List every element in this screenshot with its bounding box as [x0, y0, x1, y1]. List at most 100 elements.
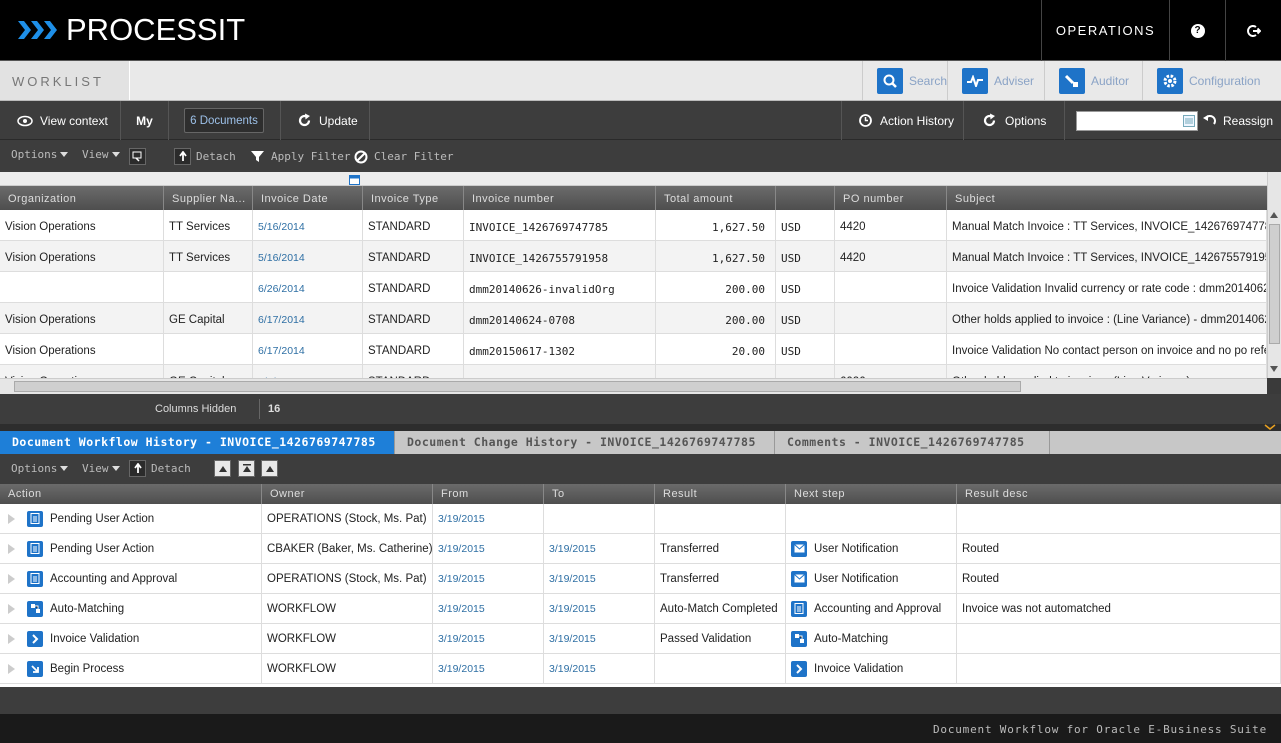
- history-cell-from: 3/19/2015: [433, 594, 544, 623]
- action-history-button[interactable]: Action History: [841, 101, 964, 140]
- detach-label: Detach: [196, 150, 236, 163]
- help-button[interactable]: ?: [1169, 0, 1225, 61]
- history-cell-desc: Routed: [957, 564, 1281, 593]
- col-header[interactable]: [776, 186, 835, 210]
- detach-button[interactable]: Detach: [174, 148, 236, 165]
- table-cell: 200.00: [656, 272, 776, 302]
- table-cell: USD: [776, 365, 835, 378]
- view-context-button[interactable]: View context: [0, 101, 121, 140]
- col-header[interactable]: Invoice number: [464, 186, 656, 210]
- col-header[interactable]: Total amount: [656, 186, 776, 210]
- col-header[interactable]: Supplier Na...: [164, 186, 253, 210]
- scroll-thumb[interactable]: [14, 381, 1021, 392]
- col-header[interactable]: Organization: [0, 186, 164, 210]
- move-top-button[interactable]: [238, 460, 260, 477]
- col-header[interactable]: From: [433, 484, 544, 504]
- expand-row-icon[interactable]: [8, 513, 15, 524]
- clear-filter-button[interactable]: Clear Filter: [352, 148, 453, 165]
- export-button[interactable]: [129, 148, 151, 165]
- scroll-thumb[interactable]: [1269, 224, 1280, 344]
- col-header[interactable]: PO number: [835, 186, 947, 210]
- col-header[interactable]: Invoice Date: [253, 186, 363, 210]
- table-cell: Other holds applied to invoice : (Line V…: [947, 303, 1267, 333]
- view-dropdown[interactable]: View: [82, 148, 120, 161]
- history-cell-from: 3/19/2015: [433, 654, 544, 683]
- history-view-dropdown[interactable]: View: [82, 462, 120, 475]
- history-row[interactable]: Pending User Action OPERATIONS (Stock, Ms…: [0, 504, 1281, 534]
- worklist-vertical-scrollbar[interactable]: [1267, 172, 1281, 378]
- search-button[interactable]: Search: [862, 61, 947, 100]
- update-button[interactable]: Update: [281, 101, 370, 140]
- expand-row-icon[interactable]: [8, 603, 15, 614]
- app-logo[interactable]: PROCESSIT: [18, 12, 245, 48]
- col-header[interactable]: Invoice Type: [363, 186, 464, 210]
- reassign-arrow-icon: [1202, 114, 1216, 128]
- table-cell: 6/26/2014: [253, 272, 363, 302]
- options-dropdown[interactable]: Options: [11, 148, 68, 161]
- expand-row-icon[interactable]: [8, 633, 15, 644]
- columns-hidden-count[interactable]: 16: [259, 399, 280, 419]
- col-header[interactable]: To: [544, 484, 655, 504]
- table-cell: INVOICE_1426755791958: [464, 241, 656, 271]
- splitter[interactable]: [0, 424, 1281, 431]
- expand-row-icon[interactable]: [8, 663, 15, 674]
- expand-row-icon[interactable]: [8, 543, 15, 554]
- table-cell: 200.00: [656, 303, 776, 333]
- col-header[interactable]: Action: [0, 484, 262, 504]
- expand-row-icon[interactable]: [8, 573, 15, 584]
- configuration-button[interactable]: Configuration: [1142, 61, 1281, 100]
- operations-menu[interactable]: OPERATIONS: [1041, 0, 1169, 61]
- table-row[interactable]: Vision Operations GE Capital 6/17/2014 STAN…: [0, 303, 1267, 334]
- logout-button[interactable]: [1225, 0, 1281, 61]
- scroll-down-icon[interactable]: [1270, 366, 1278, 372]
- expand-button[interactable]: [261, 460, 283, 477]
- col-header[interactable]: Subject: [955, 193, 996, 205]
- table-row[interactable]: 6/26/2014 STANDARD dmm20140626-invalidOrg 2…: [0, 272, 1267, 303]
- move-up-button[interactable]: [214, 460, 236, 477]
- tab-comments[interactable]: Comments - INVOICE_1426769747785: [775, 431, 1050, 454]
- apply-filter-button[interactable]: Apply Filter: [249, 148, 350, 165]
- history-cell-result: Transferred: [655, 534, 786, 563]
- history-cell-desc: [957, 654, 1281, 683]
- col-header[interactable]: Result desc: [965, 488, 1028, 500]
- history-row[interactable]: Accounting and Approval OPERATIONS (Stock…: [0, 564, 1281, 594]
- collapse-chevron-icon[interactable]: [1263, 424, 1277, 431]
- history-options-dropdown[interactable]: Options: [11, 462, 68, 475]
- tab-workflow-history[interactable]: Document Workflow History - INVOICE_1426…: [0, 431, 395, 454]
- history-row[interactable]: Invoice Validation WORKFLOW 3/19/2015 3/19/…: [0, 624, 1281, 654]
- tab-change-history[interactable]: Document Change History - INVOICE_142676…: [395, 431, 775, 454]
- detach-up-icon: [129, 460, 146, 477]
- history-detach-button[interactable]: Detach: [129, 460, 191, 477]
- table-row[interactable]: Vision Operations TT Services 5/16/2014 STA…: [0, 241, 1267, 272]
- history-result-text: Transferred: [660, 572, 720, 585]
- filter-bar: Options View Detach Apply Filter Clear F…: [0, 140, 1281, 172]
- table-cell: [835, 272, 947, 302]
- auditor-button[interactable]: Auditor: [1044, 61, 1142, 100]
- configuration-label: Configuration: [1189, 73, 1261, 88]
- table-row[interactable]: Vision Operations TT Services 5/16/2014 STA…: [0, 210, 1267, 241]
- history-row[interactable]: Begin Process WORKFLOW 3/19/2015 3/19/2015 I…: [0, 654, 1281, 684]
- adviser-button[interactable]: Adviser: [947, 61, 1044, 100]
- reassign-user-input[interactable]: [1076, 111, 1198, 131]
- history-empty-area: [0, 687, 1281, 714]
- calendar-icon[interactable]: [349, 174, 360, 185]
- mail-icon: [791, 570, 807, 587]
- worklist-horizontal-scrollbar[interactable]: [0, 378, 1267, 394]
- history-cell-desc: [957, 504, 1281, 533]
- history-row[interactable]: Auto-Matching WORKFLOW 3/19/2015 3/19/2015 A…: [0, 594, 1281, 624]
- arrow-icon: [27, 630, 43, 647]
- reassign-button[interactable]: Reassign: [1198, 101, 1281, 140]
- my-filter[interactable]: My: [121, 101, 169, 140]
- scroll-up-icon[interactable]: [1270, 212, 1278, 218]
- table-cell: 1,627.50: [656, 241, 776, 271]
- col-header[interactable]: Next step: [786, 484, 957, 504]
- export-icon: [129, 148, 146, 165]
- options-button[interactable]: Options: [964, 101, 1065, 140]
- col-header[interactable]: Owner: [262, 484, 433, 504]
- documents-count-button[interactable]: 6 Documents: [184, 108, 264, 133]
- history-row[interactable]: Pending User Action CBAKER (Baker, Ms. Ca…: [0, 534, 1281, 564]
- col-header[interactable]: Result: [655, 484, 786, 504]
- table-row[interactable]: Vision Operations 6/17/2014 STANDARD dmm201…: [0, 334, 1267, 365]
- logout-icon: [1246, 24, 1261, 37]
